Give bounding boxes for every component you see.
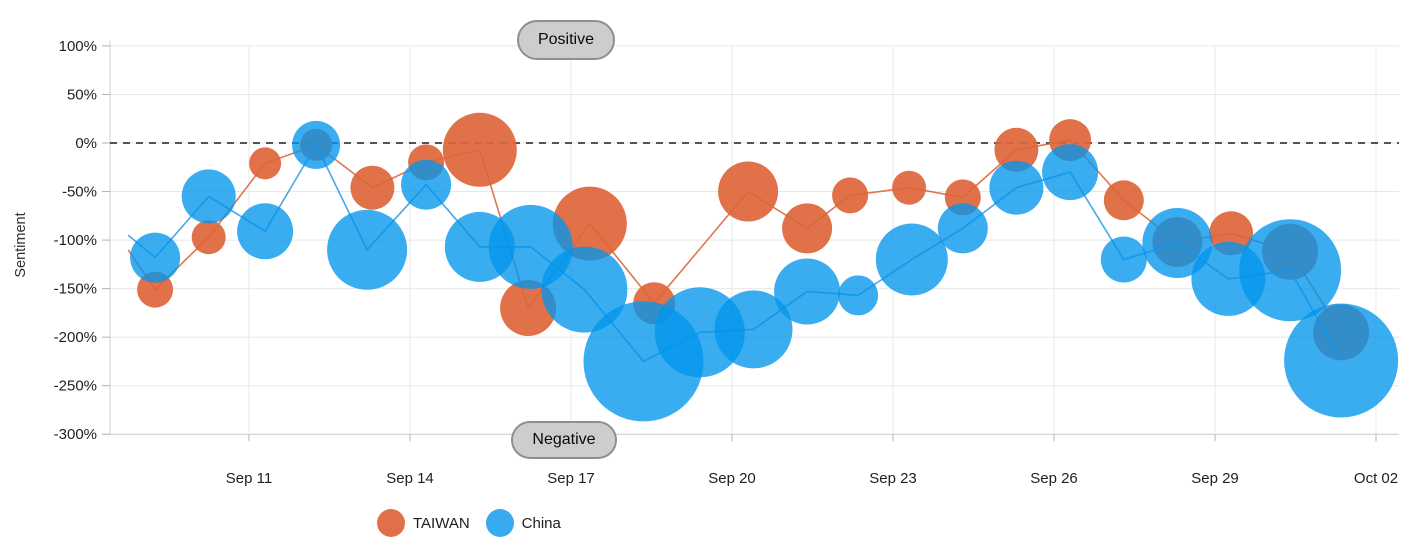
bubble-taiwan[interactable]: [782, 203, 833, 254]
bubble-china[interactable]: [181, 169, 236, 224]
y-tick-label: -150%: [54, 281, 97, 298]
bubble-taiwan[interactable]: [1103, 180, 1144, 221]
bubble-china[interactable]: [1100, 236, 1147, 283]
y-tick-label: -200%: [54, 329, 97, 346]
y-tick-label: 0%: [75, 135, 97, 152]
legend-swatch-china[interactable]: [485, 509, 514, 537]
bubble-china[interactable]: [937, 203, 988, 254]
bubble-taiwan[interactable]: [994, 127, 1039, 172]
x-tick-label: Sep 29: [1191, 470, 1239, 487]
bubble-china[interactable]: [875, 223, 948, 296]
bubble-taiwan[interactable]: [350, 165, 395, 210]
bubble-taiwan[interactable]: [249, 147, 282, 180]
x-tick-label: Sep 17: [547, 470, 595, 487]
bubble-taiwan[interactable]: [191, 220, 226, 255]
y-tick-label: 50%: [67, 86, 97, 103]
positive-annotation-label: Positive: [537, 31, 595, 48]
y-axis-title: Sentiment: [13, 212, 29, 278]
positive-annotation: Positive: [517, 20, 615, 60]
bubble-china[interactable]: [989, 160, 1044, 215]
bubble-taiwan[interactable]: [718, 161, 779, 222]
legend-label-china[interactable]: China: [521, 514, 561, 532]
legend: TAIWAN China: [377, 508, 561, 538]
bubble-china[interactable]: [1142, 208, 1213, 278]
bubble-taiwan[interactable]: [832, 177, 869, 214]
negative-annotation-label: Negative: [532, 431, 596, 448]
y-tick-label: 100%: [59, 38, 97, 55]
x-tick-label: Sep 23: [869, 470, 917, 487]
legend-label-taiwan[interactable]: TAIWAN: [413, 514, 470, 532]
x-tick-label: Sep 11: [226, 470, 272, 487]
x-tick-label: Sep 14: [386, 470, 434, 487]
bubble-china[interactable]: [714, 290, 793, 369]
bubble-china[interactable]: [237, 203, 294, 260]
bubble-taiwan[interactable]: [442, 112, 517, 187]
x-tick-label: Sep 26: [1030, 470, 1078, 487]
y-tick-label: -250%: [54, 378, 97, 395]
negative-annotation: Negative: [511, 421, 617, 459]
x-tick-label: Oct 02: [1354, 470, 1398, 487]
bubble-china[interactable]: [327, 209, 408, 290]
bubble-china[interactable]: [130, 232, 181, 283]
y-tick-label: -50%: [62, 184, 97, 201]
bubble-china[interactable]: [1042, 144, 1099, 201]
bubble-china[interactable]: [401, 159, 452, 210]
y-tick-label: -300%: [54, 426, 97, 443]
bubble-china[interactable]: [1284, 303, 1399, 418]
y-tick-label: -100%: [54, 232, 97, 249]
bubble-china[interactable]: [292, 120, 341, 169]
x-tick-label: Sep 20: [708, 470, 756, 487]
bubble-taiwan[interactable]: [892, 170, 927, 205]
bubble-china[interactable]: [1239, 219, 1342, 322]
bubble-china[interactable]: [838, 275, 879, 316]
bubble-china[interactable]: [774, 258, 841, 325]
bubble-china[interactable]: [541, 246, 628, 333]
legend-swatch-taiwan[interactable]: [377, 509, 405, 537]
